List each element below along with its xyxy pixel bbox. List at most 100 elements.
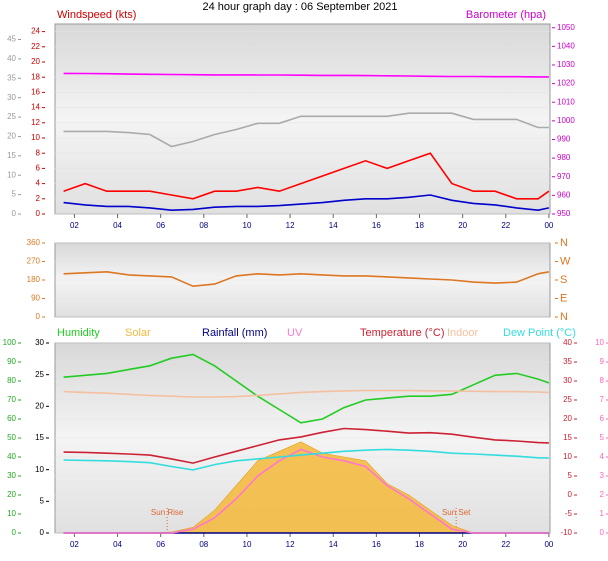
y-tick-label: 0: [568, 490, 573, 499]
x-tick-label: 08: [199, 221, 208, 230]
y-axis-label: Windspeed (kts): [57, 9, 136, 21]
y-tick-label: 950: [557, 209, 571, 218]
y-tick-label: 180: [27, 275, 41, 284]
y-tick-label: 1030: [557, 60, 575, 69]
y-tick-label: 10: [35, 465, 44, 474]
y-tick-label: 25: [563, 395, 572, 404]
y-tick-label: 6: [36, 164, 41, 173]
y-tick-label: 90: [31, 294, 40, 303]
y-tick-label: 15: [7, 151, 16, 160]
y-tick-label: 14: [31, 103, 40, 112]
y-tick-label: 2: [600, 490, 605, 499]
y-tick-label: 5: [568, 471, 573, 480]
y-tick-label: 15: [563, 433, 572, 442]
x-tick-label: 00: [544, 221, 553, 230]
y-tick-label: 1010: [557, 97, 575, 106]
y-tick-label: 45: [7, 35, 16, 44]
y-tick-label: 10: [595, 338, 604, 347]
series-line: [63, 270, 550, 288]
y-tick-label: 1040: [557, 41, 575, 50]
y-tick-label: 7: [600, 395, 605, 404]
y-tick-label: 2: [36, 194, 41, 203]
x-tick-label: 18: [415, 221, 424, 230]
y-tick-label: 70: [7, 395, 16, 404]
y-tick-label: -5: [565, 509, 573, 518]
x-tick-label: 16: [372, 221, 381, 230]
y-tick-label: 990: [557, 135, 571, 144]
series-line: [63, 448, 549, 534]
y-tick-label: N: [560, 311, 568, 323]
y2-axis-label: Barometer (hpa): [466, 9, 546, 21]
y-tick-label: 1: [600, 509, 605, 518]
y-tick-label: 20: [31, 57, 40, 66]
y-tick-label: 30: [35, 338, 44, 347]
y-tick-label: 35: [7, 73, 16, 82]
y-tick-label: 9: [600, 357, 605, 366]
x-tick-label: 06: [156, 221, 165, 230]
annotation-text: Sun Rise: [151, 508, 184, 517]
series-line: [63, 72, 549, 78]
x-tick-label: 06: [156, 540, 165, 549]
y-tick-label: N: [560, 237, 568, 249]
y-tick-label: 270: [27, 257, 41, 266]
y-tick-label: 20: [7, 490, 16, 499]
x-tick-label: 14: [329, 221, 338, 230]
y-tick-label: 10: [7, 509, 16, 518]
x-tick-label: 12: [286, 540, 295, 549]
y-tick-label: 0: [12, 528, 17, 537]
y-tick-label: 100: [3, 338, 17, 347]
series-line: [63, 389, 549, 398]
series-line: [63, 194, 550, 212]
annotation-text: Sun Set: [442, 508, 471, 517]
y-tick-label: 980: [557, 153, 571, 162]
x-tick-label: 14: [329, 540, 338, 549]
x-tick-label: 22: [501, 540, 510, 549]
x-tick-label: 20: [458, 221, 467, 230]
x-tick-label: 10: [243, 540, 252, 549]
y-tick-label: 60: [7, 414, 16, 423]
y-tick-label: 1020: [557, 79, 575, 88]
y-tick-label: 20: [35, 401, 44, 410]
y-tick-label: 5: [600, 433, 605, 442]
series-line: [63, 353, 550, 424]
legend-entry: Indoor: [447, 327, 479, 339]
y-tick-label: 0: [36, 312, 41, 321]
y-tick-label: 20: [563, 414, 572, 423]
legend-entry: Solar: [125, 327, 151, 339]
y-tick-label: 25: [35, 370, 44, 379]
y-tick-label: 40: [7, 54, 16, 63]
y-tick-label: 30: [7, 471, 16, 480]
y-tick-label: 10: [31, 133, 40, 142]
y-tick-label: 10: [7, 170, 16, 179]
y-tick-label: 12: [31, 118, 40, 127]
y-tick-label: 20: [7, 132, 16, 141]
y-tick-label: 360: [27, 238, 41, 247]
x-tick-label: 04: [113, 540, 122, 549]
y-tick-label: S: [560, 274, 567, 286]
y-tick-label: 0: [600, 528, 605, 537]
y-tick-label: W: [560, 255, 571, 267]
y-tick-label: 0: [12, 209, 17, 218]
y-tick-label: 50: [7, 433, 16, 442]
y-tick-label: 0: [40, 528, 45, 537]
x-tick-label: 16: [372, 540, 381, 549]
x-tick-label: 08: [199, 540, 208, 549]
x-tick-label: 00: [544, 540, 553, 549]
y-tick-label: 5: [12, 190, 17, 199]
y-tick-label: 4: [36, 179, 41, 188]
y-tick-label: 1050: [557, 23, 575, 32]
x-tick-label: 02: [70, 221, 79, 230]
y-tick-label: 16: [31, 88, 40, 97]
y-tick-label: E: [560, 292, 567, 304]
y-tick-label: 35: [563, 357, 572, 366]
legend-entry: Temperature (°C): [360, 327, 444, 339]
y-tick-label: 960: [557, 190, 571, 199]
y-tick-label: 18: [31, 72, 40, 81]
legend-entry: UV: [287, 327, 303, 339]
series-line: [63, 448, 549, 471]
legend-entry: Dew Point (°C): [503, 327, 576, 339]
y-tick-label: 1000: [557, 116, 575, 125]
chart-title: 24 hour graph day : 06 September 2021: [202, 1, 397, 13]
y-tick-label: 22: [31, 42, 40, 51]
